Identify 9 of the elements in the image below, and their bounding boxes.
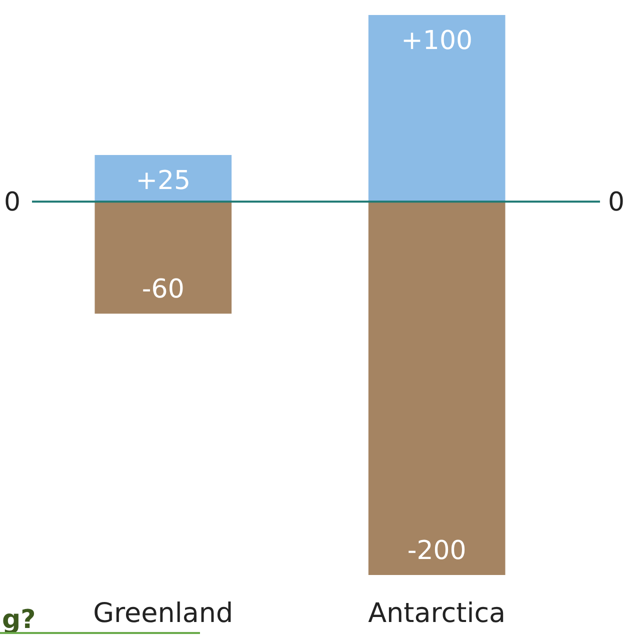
- text: g?: [2, 605, 36, 635]
- text: 0: [4, 188, 21, 218]
- x-tick-label: Antarctica: [368, 598, 506, 629]
- ref-line-label: 0: [608, 188, 625, 218]
- x-tick-label: Greenland: [93, 598, 234, 629]
- data-label: -60: [142, 274, 184, 305]
- data-label: +25: [136, 166, 191, 196]
- data-label: -200: [407, 536, 466, 566]
- data-label: +100: [401, 26, 473, 56]
